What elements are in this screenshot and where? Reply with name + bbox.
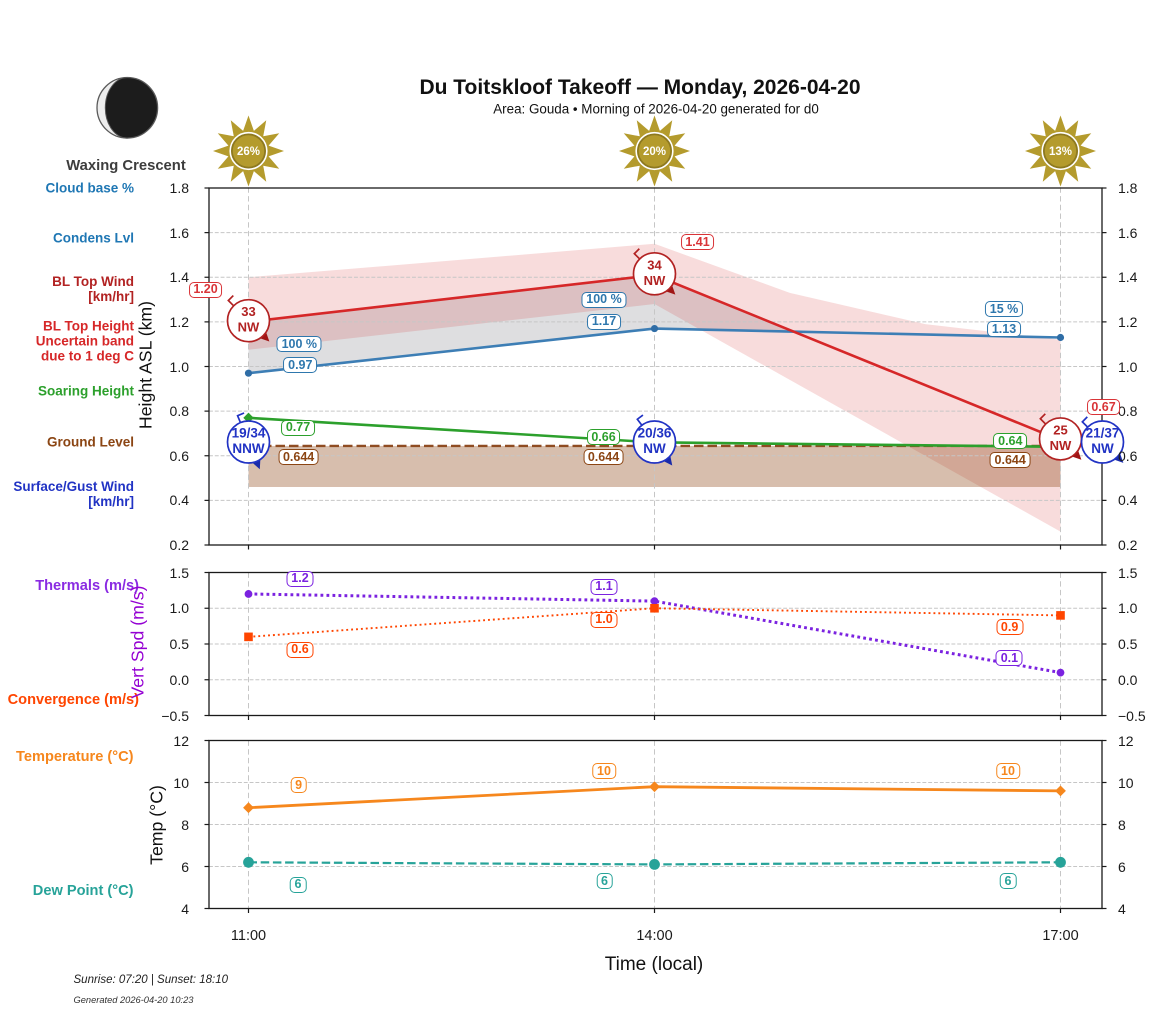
svg-text:NW: NW <box>644 273 666 288</box>
svg-text:NW: NW <box>1091 441 1114 456</box>
svg-text:26%: 26% <box>237 146 260 158</box>
svg-text:34: 34 <box>647 257 662 272</box>
svg-text:13%: 13% <box>1049 146 1072 158</box>
svg-text:NW: NW <box>1050 438 1072 453</box>
svg-text:NW: NW <box>643 441 666 456</box>
svg-text:NW: NW <box>238 320 260 335</box>
svg-text:21/37: 21/37 <box>1086 426 1120 441</box>
svg-text:33: 33 <box>241 304 255 319</box>
svg-text:25: 25 <box>1053 422 1067 437</box>
svg-text:19/34: 19/34 <box>232 426 266 441</box>
svg-text:20/36: 20/36 <box>638 426 672 441</box>
svg-text:20%: 20% <box>643 146 666 158</box>
svg-text:NNW: NNW <box>232 441 264 456</box>
